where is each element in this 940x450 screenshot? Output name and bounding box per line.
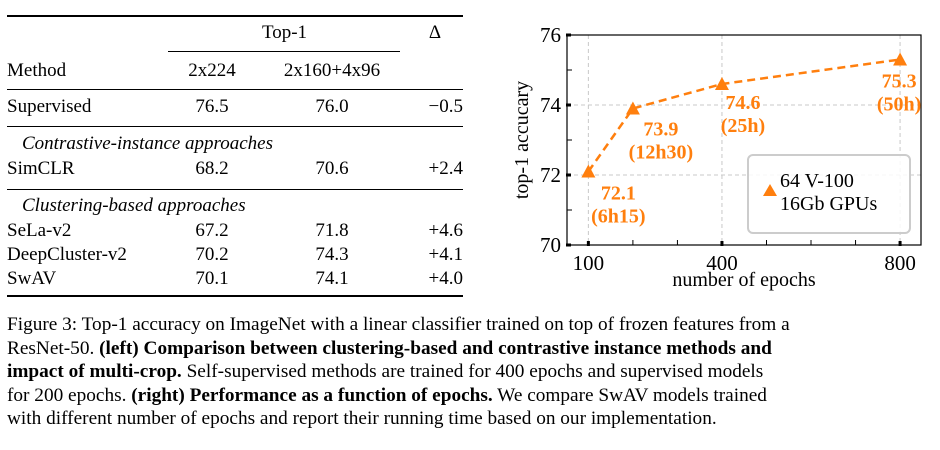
legend-label-line1: 64 V-100: [780, 170, 854, 192]
caption-text: for 200 epochs.: [7, 384, 132, 406]
legend: 64 V-100 16Gb GPUs: [747, 154, 911, 234]
caption-bold-left: (left) Comparison between clustering-bas…: [99, 337, 772, 359]
caption-text: Figure 3: Top-1 accuracy on ImageNet wit…: [7, 314, 790, 335]
data-label-time: (25h): [721, 115, 765, 137]
row-2x224: 70.1: [195, 268, 229, 289]
axis-labels: number of epochs top-1 accucary: [511, 81, 816, 291]
row-delta: +4.0: [428, 268, 463, 289]
row-method: DeepCluster-v2: [7, 244, 127, 265]
row-delta: +4.1: [428, 244, 463, 265]
data-label-value: 73.9: [643, 119, 678, 141]
header-method: Method: [7, 60, 67, 81]
legend-frame: [747, 154, 911, 234]
data-label-value: 72.1: [601, 183, 636, 205]
data-point-triangle: [893, 52, 908, 66]
data-label-time: (6h15): [591, 206, 645, 228]
series: 72.1(6h15) 73.9(12h30) 74.6(25h) 75.3(50h): [581, 52, 921, 228]
top1-cmidrule: [168, 51, 400, 52]
row-2x224: 76.5: [195, 96, 229, 117]
data-point-triangle: [714, 77, 729, 90]
y-tick-label: 76: [540, 23, 561, 47]
row-2x224: 68.2: [195, 158, 229, 179]
header-2x224: 2x224: [188, 60, 236, 81]
row-delta: +4.6: [428, 220, 463, 241]
header-top1: Top-1: [261, 22, 308, 43]
caption-bold-left-cont: impact of multi-crop.: [7, 361, 182, 382]
row-2x224: 70.2: [195, 244, 229, 265]
row-method: Supervised: [7, 96, 92, 117]
axes: 70 72 74 76 100 400 800: [540, 23, 922, 275]
row-multicrop: 76.0: [315, 96, 349, 117]
legend-label-line2: 16Gb GPUs: [780, 193, 877, 215]
x-tick-label: 400: [706, 251, 738, 275]
figure-caption: Figure 3: Top-1 accuracy on ImageNet wit…: [7, 313, 933, 431]
data-label-value: 74.6: [725, 92, 760, 114]
row-multicrop: 70.6: [315, 158, 349, 179]
header-delta: Δ: [428, 22, 442, 43]
caption-text: We compare SwAV models trained: [492, 384, 767, 406]
y-axis-label: top-1 accucary: [511, 81, 533, 199]
data-point-triangle: [625, 101, 640, 115]
bottom-rule: [7, 295, 463, 297]
y-tick-label: 72: [540, 163, 561, 187]
row-multicrop: 74.1: [315, 268, 349, 289]
caption-line: ResNet-50. (left) Comparison between clu…: [7, 337, 933, 361]
row-delta: −0.5: [428, 96, 463, 117]
data-label-value: 75.3: [882, 71, 917, 93]
section-title-clustering: Clustering-based approaches: [22, 195, 246, 216]
data-label-time: (12h30): [629, 142, 693, 164]
row-multicrop: 74.3: [315, 244, 349, 265]
header-rule: [7, 89, 463, 90]
caption-text: with different number of epochs and repo…: [7, 408, 717, 429]
top-rule: [7, 15, 463, 17]
y-tick-label: 70: [540, 233, 561, 257]
legend-marker-triangle-icon: [763, 184, 777, 196]
x-tick-label: 100: [573, 251, 605, 275]
caption-line: impact of multi-crop. Self-supervised me…: [7, 360, 933, 384]
data-label-time: (50h): [877, 94, 921, 116]
row-method: SimCLR: [7, 158, 75, 179]
data-point-triangle: [581, 164, 596, 178]
row-delta: +2.4: [428, 158, 463, 179]
caption-line: with different number of epochs and repo…: [7, 407, 933, 431]
caption-text: Self-supervised methods are trained for …: [181, 361, 764, 382]
caption-line: Figure 3: Top-1 accuracy on ImageNet wit…: [7, 313, 933, 337]
caption-bold-right: (right) Performance as a function of epo…: [131, 384, 493, 406]
section-rule: [7, 189, 463, 190]
y-tick-label: 74: [540, 93, 562, 117]
series-line: [587, 58, 901, 173]
grid: [567, 35, 921, 245]
caption-text: ResNet-50.: [7, 337, 100, 359]
x-tick-label: 800: [884, 251, 916, 275]
row-method: SwAV: [7, 268, 57, 289]
row-2x224: 67.2: [195, 220, 229, 241]
row-method: SeLa-v2: [7, 220, 72, 241]
caption-line: for 200 epochs. (right) Performance as a…: [7, 384, 933, 408]
row-multicrop: 71.8: [315, 220, 349, 241]
section-title-contrastive: Contrastive-instance approaches: [22, 133, 274, 154]
section-rule: [7, 126, 463, 127]
header-multicrop: 2x160+4x96: [283, 60, 381, 81]
x-axis-label: number of epochs: [672, 269, 816, 291]
